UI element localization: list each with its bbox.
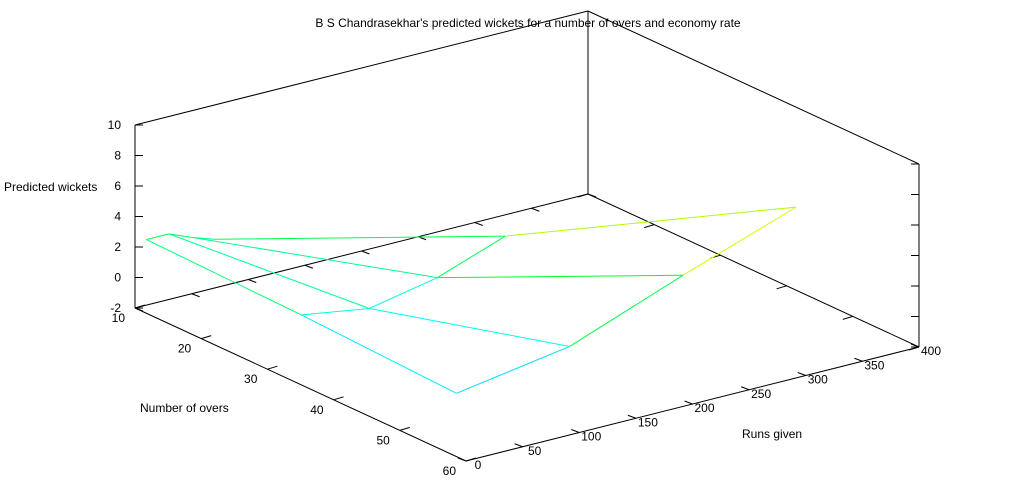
surface-line-overs xyxy=(456,346,570,394)
z-tick-label: 10 xyxy=(108,118,122,132)
y-tick xyxy=(465,457,477,462)
z-tick-label: 4 xyxy=(114,210,121,224)
surface-line-overs xyxy=(146,233,170,241)
x-tick-far xyxy=(304,264,314,269)
surface-line-overs xyxy=(569,274,684,347)
surface-line-rate xyxy=(191,236,438,279)
y-tick-label: 20 xyxy=(178,342,192,356)
surface-line-rate xyxy=(214,235,506,240)
y-tick-label: 40 xyxy=(310,403,324,417)
surface-line-rate xyxy=(301,314,457,394)
back-edge-overs xyxy=(587,193,920,348)
surface-line-overs xyxy=(369,277,438,309)
y-axis-label: Number of overs xyxy=(140,401,229,415)
y-tick-label: 60 xyxy=(443,464,457,478)
surface-line-overs xyxy=(437,235,506,279)
axis-ticks xyxy=(134,124,920,462)
surface-line-rate xyxy=(146,239,302,316)
y-tick xyxy=(267,365,278,370)
x-tick-far xyxy=(361,250,370,255)
x-tick xyxy=(740,386,750,391)
x-tick-far xyxy=(191,293,200,298)
x-tick-far xyxy=(587,193,597,198)
surface-line-rate xyxy=(505,206,797,237)
x-tick-label: 250 xyxy=(751,387,771,401)
z-axis-label: Predicted wickets xyxy=(4,180,97,194)
y-tick xyxy=(201,335,212,340)
top-edge-right xyxy=(587,10,920,165)
y-tick-label: 50 xyxy=(376,433,390,447)
x-tick-far xyxy=(474,222,483,226)
x-tick xyxy=(684,400,693,405)
surface-line-overs xyxy=(168,233,192,238)
x-tick-label: 150 xyxy=(638,415,658,429)
y-tick-far xyxy=(644,224,655,229)
base-edge-overs xyxy=(134,307,467,462)
surface-line-rate xyxy=(437,274,683,279)
x-tick xyxy=(457,457,467,462)
x-axis-label: Runs given xyxy=(742,427,802,441)
chart-title: B S Chandrasekhar's predicted wickets fo… xyxy=(315,16,740,30)
x-tick xyxy=(514,443,523,448)
x-tick-label: 0 xyxy=(475,458,482,472)
y-tick-far xyxy=(577,193,589,198)
surface-line-overs xyxy=(682,206,797,276)
x-tick xyxy=(797,372,806,376)
surface-line-overs xyxy=(301,307,370,316)
z-tick-label: 2 xyxy=(114,240,121,254)
z-tick-label: 0 xyxy=(114,271,121,285)
x-tick-far xyxy=(531,207,540,212)
x-tick xyxy=(627,414,637,419)
y-tick-far xyxy=(842,315,853,320)
z-tick-label: 8 xyxy=(114,149,121,163)
x-tick-label: 200 xyxy=(694,401,714,415)
tick-labels: 0 50 100 150 200 250 300 350 400 10 20 30 40 50 60 -2 0 2… xyxy=(108,118,942,478)
surface-mesh xyxy=(146,206,797,394)
surface-line-rate xyxy=(369,307,570,347)
x-tick-label: 400 xyxy=(921,344,941,358)
surface-line-rate xyxy=(168,233,370,309)
x-tick-far xyxy=(248,279,257,283)
y-tick xyxy=(399,426,410,431)
x-tick-label: 100 xyxy=(581,430,601,444)
z-tick-label: 6 xyxy=(114,179,121,193)
x-tick xyxy=(571,429,580,433)
x-tick xyxy=(854,357,863,362)
y-tick-label: 10 xyxy=(112,311,126,325)
x-tick-label: 350 xyxy=(864,358,884,372)
y-tick-label: 30 xyxy=(244,372,258,386)
z-tick-label: -2 xyxy=(110,301,121,315)
y-tick xyxy=(333,396,344,401)
x-tick-label: 300 xyxy=(808,373,828,387)
plot-box xyxy=(134,10,920,462)
top-edge-left xyxy=(134,10,589,126)
y-tick-far xyxy=(776,285,787,290)
x-tick-label: 50 xyxy=(528,444,542,458)
